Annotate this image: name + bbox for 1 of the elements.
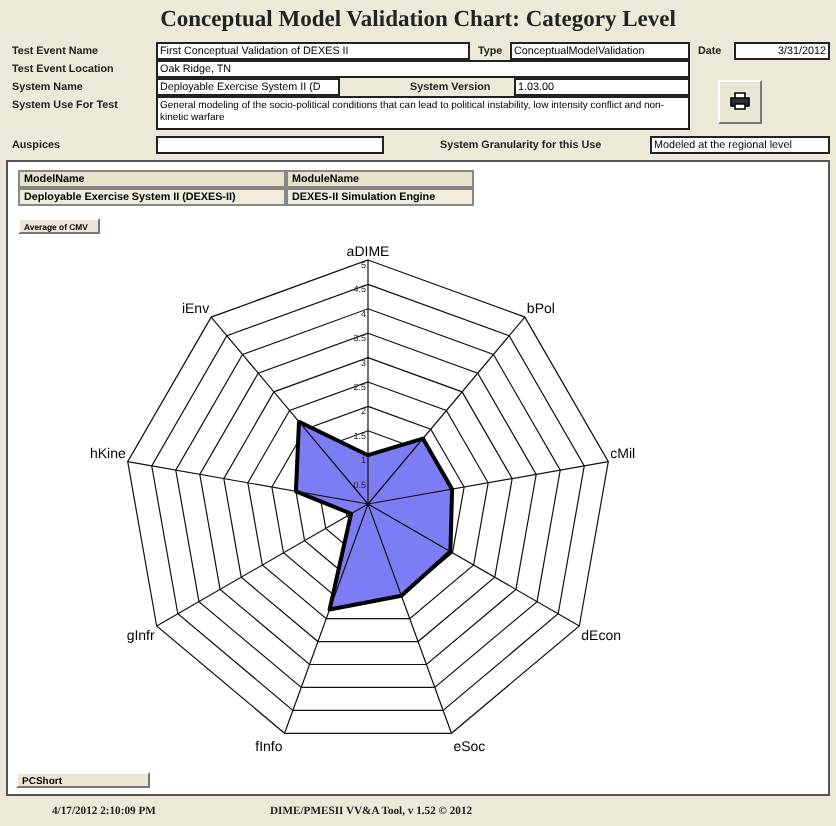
chart-title: Conceptual Model Validation Chart: Category Level xyxy=(158,8,678,32)
